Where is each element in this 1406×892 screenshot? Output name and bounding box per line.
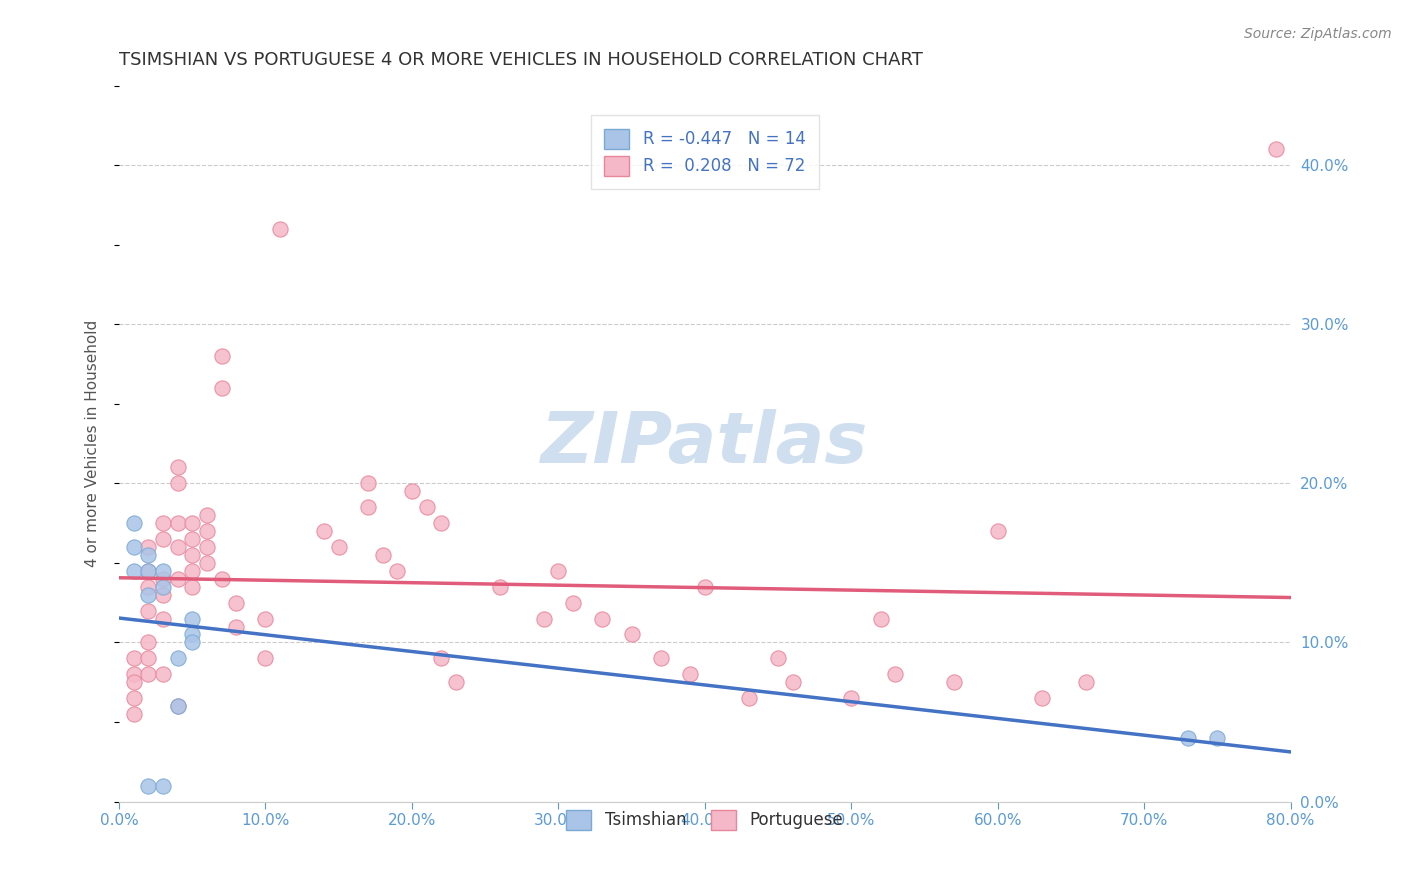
Point <box>766 651 789 665</box>
Point <box>195 540 218 554</box>
Point <box>152 564 174 578</box>
Point <box>1206 731 1229 745</box>
Point <box>225 619 247 633</box>
Point <box>869 611 891 625</box>
Text: Source: ZipAtlas.com: Source: ZipAtlas.com <box>1244 27 1392 41</box>
Point <box>679 667 702 681</box>
Point <box>166 516 188 530</box>
Y-axis label: 4 or more Vehicles in Household: 4 or more Vehicles in Household <box>86 320 100 567</box>
Point <box>211 381 233 395</box>
Point <box>181 532 204 546</box>
Point <box>181 516 204 530</box>
Point <box>122 651 145 665</box>
Point <box>547 564 569 578</box>
Point <box>620 627 643 641</box>
Point <box>138 651 160 665</box>
Point <box>152 667 174 681</box>
Point <box>371 548 394 562</box>
Point <box>195 556 218 570</box>
Point <box>839 691 862 706</box>
Point <box>650 651 672 665</box>
Point <box>1074 675 1097 690</box>
Point <box>152 779 174 793</box>
Point <box>122 667 145 681</box>
Point <box>987 524 1010 538</box>
Point <box>181 580 204 594</box>
Point <box>591 611 613 625</box>
Point <box>357 476 380 491</box>
Point <box>1031 691 1053 706</box>
Point <box>138 564 160 578</box>
Point <box>225 596 247 610</box>
Point <box>166 540 188 554</box>
Point <box>533 611 555 625</box>
Point <box>211 349 233 363</box>
Point <box>415 500 437 515</box>
Point <box>488 580 510 594</box>
Point <box>444 675 467 690</box>
Point <box>181 564 204 578</box>
Point <box>269 221 291 235</box>
Point <box>166 460 188 475</box>
Point <box>122 675 145 690</box>
Point <box>942 675 965 690</box>
Point <box>122 564 145 578</box>
Point <box>166 476 188 491</box>
Legend: Tsimshian, Portuguese: Tsimshian, Portuguese <box>553 797 856 843</box>
Point <box>195 524 218 538</box>
Point <box>152 580 174 594</box>
Point <box>152 611 174 625</box>
Point <box>782 675 804 690</box>
Point <box>152 588 174 602</box>
Point <box>138 667 160 681</box>
Point <box>884 667 907 681</box>
Point <box>152 572 174 586</box>
Point <box>122 707 145 722</box>
Point <box>254 611 277 625</box>
Point <box>1265 142 1288 156</box>
Point <box>195 508 218 523</box>
Point <box>138 779 160 793</box>
Point <box>738 691 761 706</box>
Point <box>211 572 233 586</box>
Point <box>357 500 380 515</box>
Point <box>138 548 160 562</box>
Point <box>562 596 585 610</box>
Point <box>166 699 188 714</box>
Point <box>152 532 174 546</box>
Point <box>122 516 145 530</box>
Point <box>181 548 204 562</box>
Point <box>254 651 277 665</box>
Point <box>693 580 716 594</box>
Point <box>312 524 335 538</box>
Point <box>138 540 160 554</box>
Point <box>430 516 453 530</box>
Point <box>166 651 188 665</box>
Point <box>328 540 350 554</box>
Point <box>138 635 160 649</box>
Point <box>166 572 188 586</box>
Text: TSIMSHIAN VS PORTUGUESE 4 OR MORE VEHICLES IN HOUSEHOLD CORRELATION CHART: TSIMSHIAN VS PORTUGUESE 4 OR MORE VEHICL… <box>120 51 922 69</box>
Point <box>138 564 160 578</box>
Point <box>138 604 160 618</box>
Point <box>430 651 453 665</box>
Point <box>166 699 188 714</box>
Point <box>152 516 174 530</box>
Point <box>1177 731 1199 745</box>
Point <box>138 580 160 594</box>
Point <box>122 540 145 554</box>
Point <box>181 627 204 641</box>
Point <box>138 588 160 602</box>
Point <box>401 484 423 499</box>
Point <box>122 691 145 706</box>
Point <box>387 564 409 578</box>
Point <box>181 611 204 625</box>
Text: ZIPatlas: ZIPatlas <box>541 409 869 478</box>
Point <box>181 635 204 649</box>
